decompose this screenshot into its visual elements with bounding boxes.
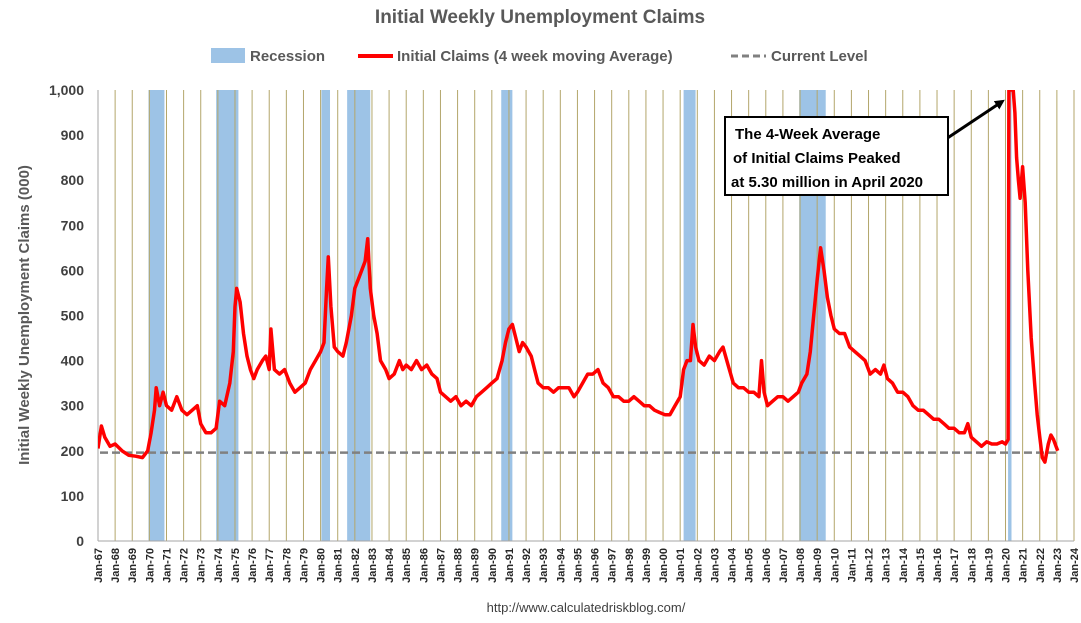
x-tick-label: Jan-14 <box>898 547 910 583</box>
x-tick-label: Jan-93 <box>538 548 550 583</box>
annotation-line-2: of Initial Claims Peaked <box>733 150 901 167</box>
x-tick-label: Jan-18 <box>966 548 978 583</box>
x-tick-label: Jan-91 <box>504 548 516 583</box>
x-tick-label: Jan-69 <box>127 548 139 583</box>
legend-claims-label: Initial Claims (4 week moving Average) <box>397 48 673 65</box>
x-tick-label: Jan-95 <box>572 548 584 583</box>
x-tick-label: Jan-89 <box>470 548 482 583</box>
x-tick-label: Jan-67 <box>93 548 105 583</box>
x-tick-label: Jan-73 <box>196 548 208 583</box>
legend: Recession Initial Claims (4 week moving … <box>211 48 868 65</box>
x-tick-label: Jan-78 <box>281 548 293 583</box>
x-tick-label: Jan-10 <box>829 548 841 583</box>
claims-series-line <box>98 90 1060 464</box>
chart-title: Initial Weekly Unemployment Claims <box>375 7 705 28</box>
x-tick-label: Jan-06 <box>761 548 773 583</box>
x-tick-label: Jan-76 <box>247 548 259 583</box>
y-tick-label: 800 <box>61 172 85 188</box>
x-tick-label: Jan-12 <box>864 548 876 583</box>
x-tick-label: Jan-05 <box>744 548 756 583</box>
recession-band <box>347 90 371 541</box>
x-tick-label: Jan-77 <box>264 548 276 583</box>
x-tick-label: Jan-80 <box>316 548 328 583</box>
y-axis-title: Initial Weekly Unemployment Claims (000) <box>16 165 33 465</box>
annotation-line-1: The 4-Week Average <box>735 126 880 143</box>
y-tick-label: 600 <box>61 262 85 278</box>
recession-band <box>501 90 513 541</box>
recession-band <box>216 90 239 541</box>
x-tick-label: Jan-07 <box>778 548 790 583</box>
x-tick-label: Jan-99 <box>641 548 653 583</box>
gridlines <box>114 90 1075 541</box>
x-tick-label: Jan-24 <box>1069 547 1081 583</box>
x-tick-label: Jan-72 <box>179 548 191 583</box>
x-tick-label: Jan-11 <box>846 548 858 582</box>
x-tick-label: Jan-75 <box>230 548 242 583</box>
source-url: http://www.calculatedriskblog.com/ <box>487 600 686 615</box>
x-axis-ticks: Jan-67 Jan-68 Jan-69 Jan-70 Jan-71 Jan-72 Jan-… <box>93 547 1081 583</box>
x-tick-label: Jan-13 <box>881 548 893 583</box>
y-tick-label: 1,000 <box>49 82 84 98</box>
annotation-arrow <box>945 99 1005 141</box>
x-tick-label: Jan-08 <box>795 548 807 583</box>
annotation-box <box>724 116 949 196</box>
x-tick-label: Jan-88 <box>453 548 465 583</box>
x-tick-label: Jan-01 <box>675 548 687 583</box>
x-tick-label: Jan-21 <box>1018 548 1030 583</box>
y-tick-label: 500 <box>61 308 85 324</box>
y-axis-ticks: 0 100 200 300 400 500 600 700 800 900 1,000 <box>49 82 84 549</box>
x-tick-label: Jan-04 <box>727 547 739 583</box>
x-tick-label: Jan-83 <box>367 548 379 583</box>
y-tick-label: 100 <box>61 488 85 504</box>
x-tick-label: Jan-92 <box>521 548 533 583</box>
x-tick-label: Jan-98 <box>624 548 636 583</box>
x-tick-label: Jan-82 <box>350 548 362 583</box>
x-tick-label: Jan-85 <box>401 548 413 583</box>
x-tick-label: Jan-97 <box>607 548 619 583</box>
x-tick-label: Jan-15 <box>915 548 927 583</box>
x-tick-label: Jan-16 <box>932 548 944 583</box>
legend-current-label: Current Level <box>771 48 868 65</box>
x-tick-label: Jan-22 <box>1035 548 1047 583</box>
x-tick-label: Jan-94 <box>555 547 567 583</box>
x-tick-label: Jan-84 <box>384 547 396 583</box>
legend-recession-label: Recession <box>250 48 325 65</box>
x-tick-label: Jan-71 <box>161 548 173 583</box>
y-tick-label: 400 <box>61 353 85 369</box>
x-tick-label: Jan-79 <box>298 548 310 583</box>
x-tick-label: Jan-03 <box>709 548 721 583</box>
x-tick-label: Jan-96 <box>590 548 602 583</box>
y-tick-label: 0 <box>76 533 84 549</box>
x-tick-label: Jan-70 <box>144 548 156 583</box>
x-tick-label: Jan-74 <box>213 547 225 583</box>
recession-band <box>683 90 696 541</box>
x-tick-label: Jan-90 <box>487 548 499 583</box>
y-tick-label: 900 <box>61 127 85 143</box>
x-tick-label: Jan-19 <box>983 548 995 583</box>
x-tick-label: Jan-23 <box>1052 548 1064 583</box>
x-tick-label: Jan-68 <box>110 548 122 583</box>
recession-band <box>148 90 165 541</box>
x-tick-label: Jan-02 <box>692 548 704 583</box>
x-tick-label: Jan-17 <box>949 548 961 583</box>
annotation-line-3: at 5.30 million in April 2020 <box>731 174 923 191</box>
x-tick-label: Jan-09 <box>812 548 824 583</box>
y-tick-label: 700 <box>61 217 85 233</box>
legend-recession-swatch <box>211 48 245 63</box>
y-tick-label: 300 <box>61 398 85 414</box>
x-tick-label: Jan-87 <box>435 548 447 583</box>
x-tick-label: Jan-20 <box>1001 548 1013 583</box>
x-tick-label: Jan-00 <box>658 548 670 583</box>
y-tick-label: 200 <box>61 443 85 459</box>
annotation: The 4-Week Average of Initial Claims Pea… <box>724 99 1005 196</box>
x-tick-label: Jan-86 <box>418 548 430 583</box>
x-tick-label: Jan-81 <box>333 548 345 583</box>
